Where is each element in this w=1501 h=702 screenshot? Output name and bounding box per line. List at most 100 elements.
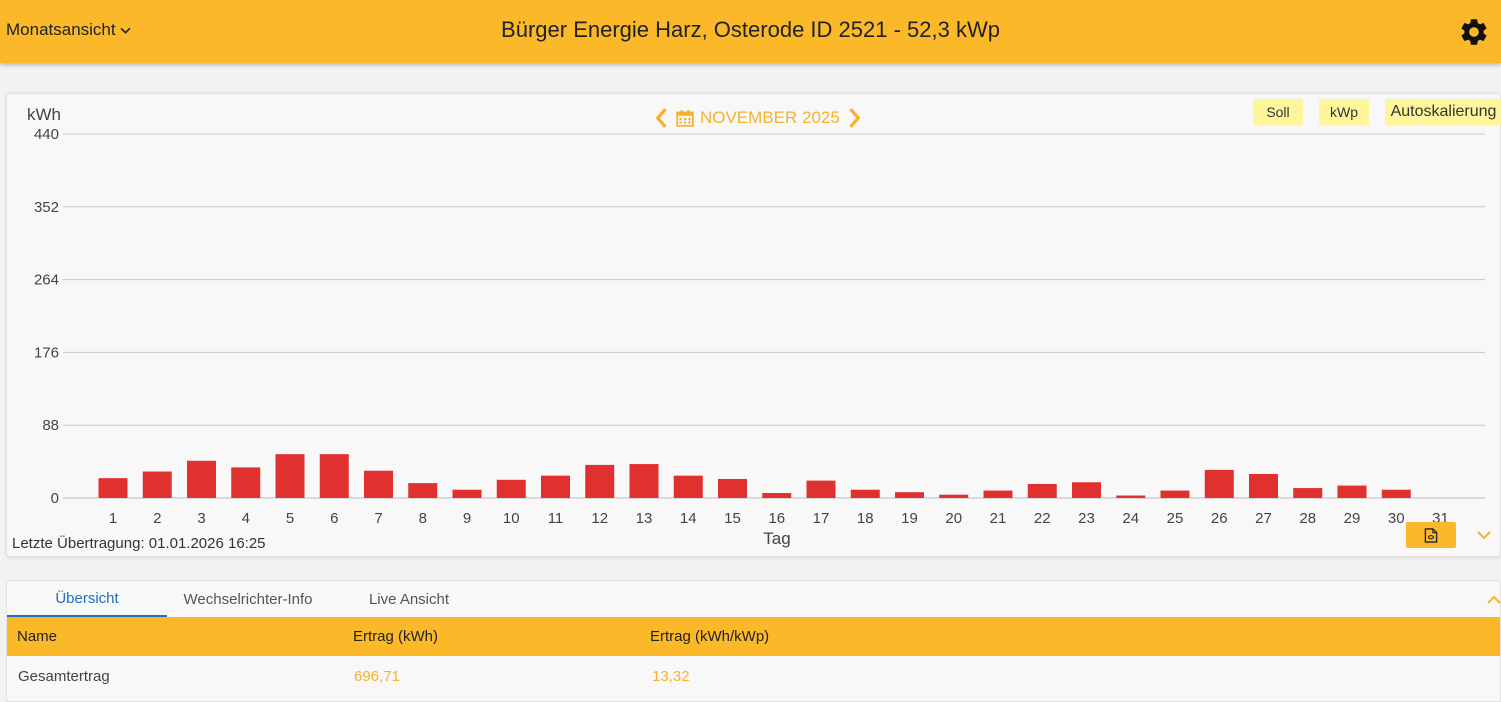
bar-day-9	[452, 489, 482, 498]
bar-day-19	[895, 492, 924, 498]
chevron-left-icon[interactable]	[652, 107, 670, 129]
x-tick-label: 9	[463, 510, 471, 527]
top-bar: Monatsansicht Bürger Energie Harz, Oster…	[0, 0, 1501, 63]
x-tick-label: 4	[242, 510, 250, 527]
bar-day-10	[496, 479, 526, 498]
bar-day-22	[1027, 483, 1057, 498]
bar-day-21	[983, 490, 1013, 498]
x-tick-label: 8	[419, 510, 427, 527]
x-tick-label: 7	[374, 510, 382, 527]
table-row: Gesamtertrag 696,71 13,32	[7, 656, 1500, 696]
bar-day-16	[762, 493, 792, 498]
x-tick-label: 24	[1122, 510, 1139, 527]
x-tick-label: 22	[1034, 510, 1051, 527]
x-tick-label: 6	[330, 510, 338, 527]
view-mode-label: Monatsansicht	[6, 20, 116, 39]
column-header-name: Name	[17, 628, 58, 645]
x-tick-label: 11	[548, 510, 564, 527]
bar-day-6	[319, 454, 349, 498]
x-tick-label: 28	[1299, 510, 1316, 527]
document-export-icon	[1424, 527, 1438, 543]
calendar-icon[interactable]	[676, 109, 694, 127]
soll-toggle[interactable]: Soll	[1253, 99, 1303, 125]
bar-day-5	[275, 454, 305, 498]
bar-day-30	[1381, 489, 1411, 498]
tab-inverter-info[interactable]: Wechselrichter-Info	[183, 590, 313, 608]
bar-day-25	[1160, 490, 1190, 498]
bar-day-1	[98, 478, 128, 498]
bar-day-17	[806, 480, 836, 498]
y-tick-label: 0	[51, 490, 59, 507]
summary-panel: Übersicht Wechselrichter-Info Live Ansic…	[6, 580, 1501, 702]
bar-day-26	[1204, 469, 1234, 498]
x-tick-label: 23	[1078, 510, 1095, 527]
bar-day-29	[1337, 485, 1367, 498]
x-tick-label: 14	[680, 510, 697, 527]
tab-overview[interactable]: Übersicht	[7, 581, 167, 617]
y-tick-label: 440	[34, 126, 59, 143]
y-tick-label: 176	[34, 344, 59, 361]
tab-live-view[interactable]: Live Ansicht	[368, 590, 450, 608]
last-transfer-text: Letzte Übertragung: 01.01.2026 16:25	[12, 535, 266, 552]
x-tick-label: 19	[901, 510, 918, 527]
x-tick-label: 21	[990, 510, 1007, 527]
column-header-kwh: Ertrag (kWh)	[353, 628, 439, 645]
x-tick-label: 20	[945, 510, 962, 527]
bar-day-24	[1116, 495, 1146, 498]
table-header: Name Ertrag (kWh) Ertrag (kWh/kWp)	[7, 617, 1500, 656]
row-kwh-kwp: 13,32	[652, 667, 690, 685]
x-tick-label: 29	[1344, 510, 1361, 527]
x-tick-label: 25	[1167, 510, 1184, 527]
bar-day-23	[1072, 482, 1101, 498]
row-name: Gesamtertrag	[18, 667, 110, 685]
export-button[interactable]	[1406, 522, 1456, 548]
chevron-down-icon[interactable]	[1476, 529, 1492, 541]
x-tick-label: 5	[286, 510, 294, 527]
x-tick-label: 12	[591, 510, 608, 527]
bar-day-12	[585, 464, 615, 498]
x-tick-label: 2	[153, 510, 161, 527]
chevron-right-icon[interactable]	[846, 107, 864, 129]
bar-day-18	[850, 489, 880, 498]
x-tick-label: 16	[768, 510, 785, 527]
view-mode-dropdown[interactable]: Monatsansicht	[6, 20, 131, 40]
bar-day-27	[1249, 474, 1278, 498]
bar-day-28	[1293, 488, 1323, 498]
x-tick-label: 18	[857, 510, 874, 527]
page-title: Bürger Energie Harz, Osterode ID 2521 - …	[501, 17, 1000, 42]
bar-day-11	[541, 475, 570, 498]
kwp-toggle[interactable]: kWp	[1319, 99, 1369, 125]
column-header-kwh-kwp: Ertrag (kWh/kWp)	[650, 628, 770, 645]
x-tick-label: 1	[109, 510, 117, 527]
bar-day-7	[364, 470, 393, 498]
bar-day-20	[939, 494, 969, 498]
x-axis-label: Tag	[763, 529, 790, 548]
x-tick-label: 30	[1388, 510, 1405, 527]
bar-day-3	[187, 460, 216, 498]
autoscale-toggle[interactable]: Autoskalierung	[1385, 99, 1501, 125]
x-tick-label: 15	[724, 510, 741, 527]
bar-day-4	[231, 467, 261, 498]
chevron-up-icon[interactable]	[1486, 594, 1501, 606]
x-tick-label: 26	[1211, 510, 1228, 527]
x-tick-label: 3	[197, 510, 205, 527]
x-tick-label: 13	[636, 510, 653, 527]
row-kwh: 696,71	[354, 667, 400, 685]
gear-icon[interactable]	[1458, 16, 1490, 48]
tab-bar: Übersicht Wechselrichter-Info Live Ansic…	[7, 581, 1501, 617]
bar-day-15	[718, 478, 747, 498]
y-axis-label: kWh	[27, 105, 61, 124]
bar-day-14	[673, 475, 703, 498]
bar-day-2	[142, 471, 172, 498]
y-tick-label: 88	[42, 417, 59, 434]
bar-day-13	[629, 464, 659, 498]
month-navigation: NOVEMBER 2025	[652, 107, 864, 129]
x-tick-label: 27	[1255, 510, 1272, 527]
month-label[interactable]: NOVEMBER 2025	[700, 108, 840, 127]
bar-day-8	[408, 483, 438, 498]
y-tick-label: 264	[34, 272, 59, 289]
chevron-down-icon	[120, 27, 131, 34]
x-tick-label: 17	[813, 510, 830, 527]
y-tick-label: 352	[34, 199, 59, 216]
